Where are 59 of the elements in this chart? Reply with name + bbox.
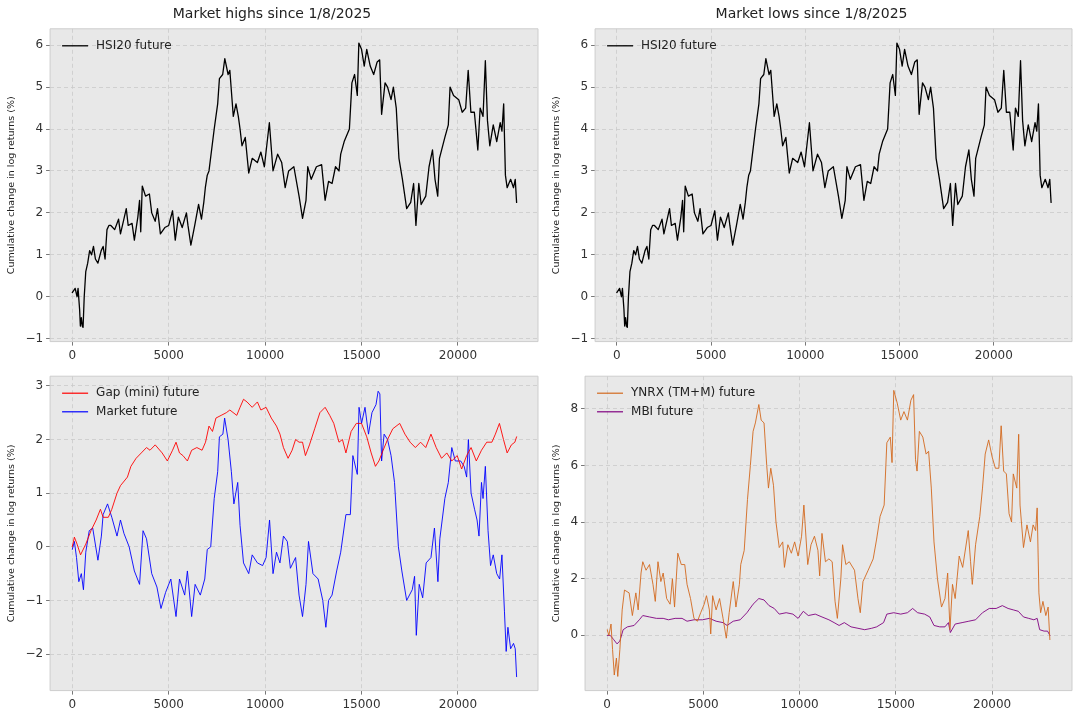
legend-label: HSI20 future xyxy=(96,37,172,52)
legend-label: Gap (mini) future xyxy=(96,385,200,400)
y-tick-label: 3 xyxy=(35,163,44,178)
y-tick-label: 6 xyxy=(570,457,579,472)
x-tick-label: 20000 xyxy=(438,696,478,711)
y-tick-label: 8 xyxy=(570,400,579,415)
y-tick-label: 0 xyxy=(35,288,44,303)
y-tick-label: −1 xyxy=(570,330,589,345)
y-tick-label: 3 xyxy=(35,377,44,392)
legend-label: Market future xyxy=(96,403,178,418)
x-tick-label: 10000 xyxy=(246,696,285,711)
y-axis-title: Cumulative change in log returns (%) xyxy=(550,444,562,623)
x-tick-label: 10000 xyxy=(786,347,825,362)
x-tick-label: 20000 xyxy=(438,347,478,362)
y-tick-label: −1 xyxy=(25,592,44,607)
x-tick-label: 0 xyxy=(603,696,611,711)
y-tick-label: 0 xyxy=(570,627,579,642)
y-tick-label: 5 xyxy=(35,79,44,94)
y-tick-label: 6 xyxy=(35,37,44,52)
y-tick-label: 4 xyxy=(570,514,579,529)
y-tick-label: 4 xyxy=(35,121,44,136)
x-tick-label: 5000 xyxy=(695,347,727,362)
y-tick-label: 6 xyxy=(580,37,589,52)
x-tick-label: 10000 xyxy=(246,347,285,362)
y-tick-label: 1 xyxy=(35,246,44,261)
x-tick-label: 15000 xyxy=(880,347,919,362)
x-tick-label: 0 xyxy=(68,696,77,711)
y-tick-label: 0 xyxy=(580,288,589,303)
x-tick-label: 20000 xyxy=(973,696,1012,711)
x-tick-label: 15000 xyxy=(876,696,915,711)
x-tick-label: 0 xyxy=(612,347,621,362)
x-tick-label: 0 xyxy=(68,347,77,362)
y-tick-label: 1 xyxy=(35,485,44,500)
legend-label: YNRX (TM+M) future xyxy=(630,385,756,400)
y-tick-label: 0 xyxy=(35,538,44,553)
y-axis-title: Cumulative change in log returns (%) xyxy=(5,96,17,275)
x-tick-label: 5000 xyxy=(153,696,184,711)
y-tick-label: 5 xyxy=(580,79,589,94)
y-tick-label: 2 xyxy=(580,205,589,219)
y-tick-label: 2 xyxy=(35,205,44,219)
x-tick-label: 10000 xyxy=(780,696,819,711)
y-tick-label: 3 xyxy=(580,163,589,178)
x-tick-label: 20000 xyxy=(974,347,1013,362)
x-tick-label: 15000 xyxy=(342,347,381,362)
y-tick-label: 4 xyxy=(580,121,589,136)
chart-title: Market highs since 1/8/2025 xyxy=(172,5,372,22)
legend-label: HSI20 future xyxy=(641,37,717,52)
y-tick-label: 2 xyxy=(35,431,44,446)
y-tick-label: −1 xyxy=(25,330,44,345)
x-tick-label: 5000 xyxy=(153,347,184,362)
x-tick-label: 5000 xyxy=(688,696,719,711)
x-tick-label: 15000 xyxy=(342,696,381,711)
y-axis-title: Cumulative change in log returns (%) xyxy=(550,96,562,275)
y-axis-title: Cumulative change in log returns (%) xyxy=(5,444,17,623)
y-tick-label: −2 xyxy=(25,646,44,661)
legend-label: MBI future xyxy=(631,403,694,418)
chart-title: Market lows since 1/8/2025 xyxy=(715,5,908,22)
y-tick-label: 1 xyxy=(580,246,589,261)
y-tick-label: 2 xyxy=(570,570,579,585)
